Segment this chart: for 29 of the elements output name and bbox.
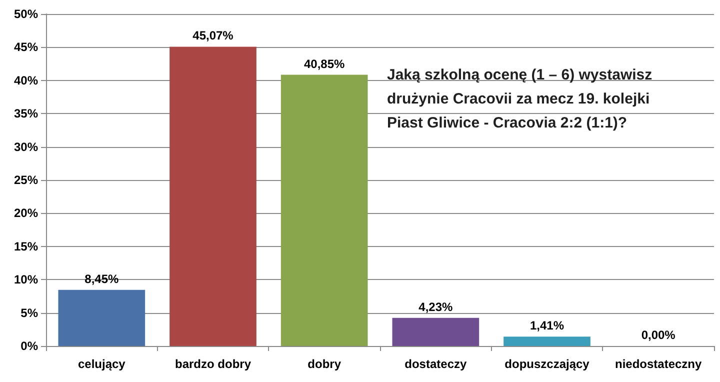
y-tick-label: 45% [14, 40, 38, 54]
x-tick-label: dostateczy [404, 357, 467, 371]
x-tick-label: dobry [308, 357, 342, 371]
bar [58, 290, 146, 346]
y-tick-label: 40% [14, 73, 38, 88]
y-tick-label: 50% [14, 7, 38, 21]
data-label: 45,07% [192, 28, 234, 43]
text: Jaką szkolną ocenę (1 – 6) wystawisz drużynie Cracovii za mecz 19. kolejki Piast Gliwice - Cracovia 2:2 (1:1)? [387, 66, 656, 132]
bar [280, 74, 368, 346]
bar [392, 318, 480, 346]
data-label: 0,00% [641, 328, 676, 342]
x-tick-label: dopuszczający [504, 357, 590, 371]
y-tick-label: 0% [20, 339, 38, 353]
y-tick-label: 25% [14, 173, 38, 187]
data-label: 8,45% [84, 272, 120, 286]
x-tick-label: niedostateczny [614, 357, 702, 371]
data-label: 40,85% [304, 56, 346, 71]
y-tick-label: 30% [14, 140, 38, 154]
y-tick-label: 15% [14, 239, 38, 254]
x-tick-label: bardzo dobry [174, 357, 252, 371]
bar [170, 46, 256, 346]
y-tick-label: 5% [20, 306, 38, 320]
data-label: 1,41% [530, 318, 564, 333]
data-label: 4,23% [418, 300, 454, 314]
x-tick-label: celujący [78, 357, 126, 371]
y-tick-label: 35% [14, 106, 38, 121]
y-tick-label: 10% [14, 272, 38, 287]
bar [504, 336, 590, 346]
y-tick-label: 20% [14, 206, 38, 220]
